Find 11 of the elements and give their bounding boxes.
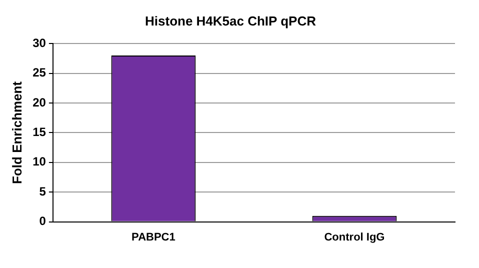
- chart-title: Histone H4K5ac ChIP qPCR: [145, 13, 317, 28]
- y-tick-label: 30: [32, 36, 46, 50]
- x-tick-label: Control IgG: [324, 231, 385, 244]
- y-tick-label: 10: [32, 154, 46, 169]
- y-tick-label: 0: [39, 214, 46, 228]
- y-tick-label: 20: [32, 95, 46, 110]
- y-axis-title: Fold Enrichment: [9, 80, 24, 184]
- y-tick-label: 5: [39, 184, 46, 198]
- y-tick-label: 25: [32, 66, 46, 80]
- x-tick-label: PABPC1: [132, 231, 176, 244]
- y-tick-label: 15: [32, 125, 46, 140]
